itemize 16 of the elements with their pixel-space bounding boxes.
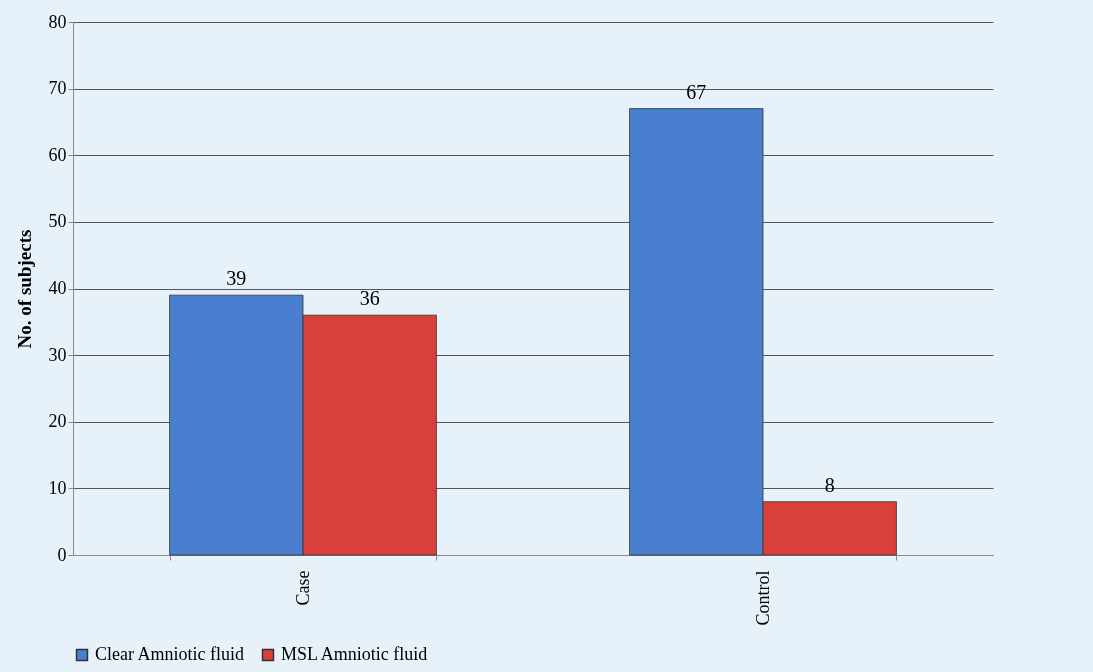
y-axis-title: No. of subjects (13, 229, 35, 349)
y-tick-label: 30 (48, 344, 67, 365)
legend-label: MSL Amniotic fluid (281, 644, 428, 664)
y-tick-label: 50 (48, 211, 67, 232)
y-tick-label: 0 (57, 544, 67, 565)
y-tick-label: 70 (48, 78, 67, 99)
y-tick-label: 60 (48, 144, 67, 165)
data-label: 39 (226, 267, 247, 290)
x-tick-label: Case (292, 570, 313, 606)
x-tick-label: Control (752, 570, 773, 626)
legend-label: Clear Amniotic fluid (95, 644, 244, 664)
data-label: 36 (359, 287, 380, 310)
y-tick-label: 40 (48, 278, 67, 298)
y-tick-label: 20 (48, 411, 67, 432)
y-tick-label: 80 (48, 11, 67, 32)
y-tick-label: 10 (48, 477, 67, 498)
